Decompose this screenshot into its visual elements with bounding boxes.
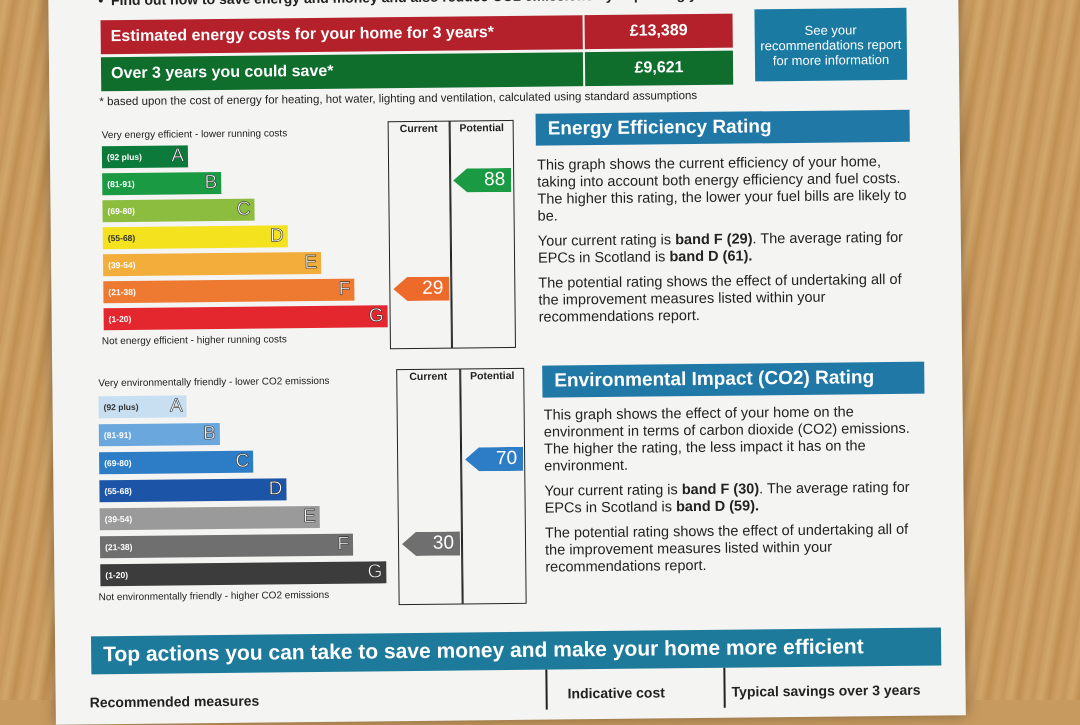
- estimated-cost-value: £13,389: [584, 13, 733, 50]
- band-letter: F: [338, 278, 351, 300]
- band-range-label: (39-54): [104, 513, 133, 525]
- band-letter: B: [203, 423, 217, 445]
- environment-bottom-label: Not environmentally friendly - higher CO…: [98, 589, 330, 604]
- see-recommendations-box: See your recommendations report for more…: [754, 7, 908, 82]
- energy-heading: Energy Efficiency Rating: [535, 109, 910, 146]
- band-range-label: (69-80): [107, 205, 135, 217]
- recommended-measures-header: Recommended measures: [89, 692, 260, 711]
- band-letter: G: [368, 305, 384, 327]
- table-divider-1: [545, 669, 548, 710]
- band-range-label: (92 plus): [106, 151, 142, 163]
- environment-para-1: This graph shows the effect of your home…: [543, 404, 910, 475]
- band-letter: B: [204, 172, 218, 194]
- energy-current-header: Current: [399, 122, 438, 136]
- environment-potential-column: [460, 367, 527, 605]
- potential-saving-value: £9,621: [584, 50, 734, 87]
- band-range-label: (1-20): [108, 313, 132, 325]
- energy-para-3: The potential rating shows the effect of…: [538, 271, 902, 326]
- band-f-bar: (21-38) F: [103, 278, 355, 304]
- band-range-label: (81-91): [103, 429, 132, 441]
- intro-line: • Find out how to save energy and money …: [98, 0, 760, 9]
- environment-para-3: The potential rating shows the effect of…: [544, 521, 909, 576]
- energy-bottom-label: Not energy efficient - higher running co…: [101, 334, 287, 348]
- estimated-cost-label: Estimated energy costs for your home for…: [100, 15, 583, 55]
- band-d-bar: (55-68) D: [102, 225, 288, 250]
- band-letter: E: [304, 251, 318, 274]
- band-letter: F: [337, 533, 350, 555]
- estimated-cost-row: Estimated energy costs for your home for…: [100, 13, 733, 55]
- epc-document-page: • Find out how to save energy and money …: [48, 0, 966, 725]
- band-b-bar: (81-91) B: [102, 172, 222, 196]
- band-range-label: (21-38): [104, 541, 133, 553]
- environment-potential-header: Potential: [470, 369, 515, 383]
- band-letter: D: [269, 225, 285, 247]
- band-letter: C: [236, 198, 251, 220]
- environment-current-column: [396, 368, 463, 606]
- band-e-bar: (39-54) E: [102, 251, 322, 277]
- environment-para-2: Your current rating is band F (30). The …: [544, 479, 910, 517]
- top-actions-banner: Top actions you can take to save money a…: [90, 627, 942, 675]
- band-c-bar: (69-80) C: [102, 198, 255, 223]
- band-range-label: (55-68): [107, 232, 136, 244]
- band-range-label: (1-20): [105, 569, 129, 581]
- band-letter: G: [367, 561, 383, 583]
- potential-saving-row: Over 3 years you could save* £9,621: [100, 50, 734, 92]
- cost-footnote: * based upon the cost of energy for heat…: [99, 89, 698, 109]
- energy-para-1: This graph shows the current efficiency …: [536, 154, 907, 225]
- band-b-bar: (81-91) B: [98, 423, 220, 447]
- table-divider-2: [723, 667, 726, 708]
- band-g-bar: (1-20) G: [103, 305, 388, 331]
- environment-current-header: Current: [409, 370, 448, 384]
- band-range-label: (39-54): [108, 259, 136, 271]
- band-c-bar: (69-80) C: [99, 450, 254, 475]
- typical-savings-header: Typical savings over 3 years: [731, 681, 921, 700]
- environment-top-label: Very environmentally friendly - lower CO…: [98, 375, 330, 390]
- band-a-bar: (92 plus) A: [98, 395, 187, 419]
- energy-top-label: Very energy efficient - lower running co…: [101, 128, 288, 142]
- band-letter: A: [169, 395, 183, 417]
- energy-potential-header: Potential: [459, 122, 504, 135]
- energy-description: This graph shows the current efficiency …: [537, 154, 911, 327]
- band-range-label: (69-80): [104, 457, 132, 469]
- energy-para-2: Your current rating is band F (29). The …: [537, 229, 904, 267]
- energy-current-column: [387, 120, 452, 350]
- potential-saving-label: Over 3 years you could save*: [100, 52, 584, 92]
- band-range-label: (81-91): [107, 178, 135, 190]
- band-range-label: (92 plus): [103, 401, 139, 413]
- band-f-bar: (21-38) F: [99, 533, 354, 559]
- band-letter: C: [235, 450, 250, 472]
- band-e-bar: (39-54) E: [99, 506, 320, 531]
- indicative-cost-header: Indicative cost: [567, 684, 665, 702]
- band-letter: D: [268, 478, 283, 500]
- band-letter: A: [171, 145, 185, 167]
- band-range-label: (21-38): [108, 286, 136, 298]
- band-a-bar: (92 plus) A: [101, 145, 189, 169]
- environment-description: This graph shows the effect of your home…: [544, 404, 926, 577]
- energy-rating-chart: Very energy efficient - lower running co…: [98, 119, 524, 352]
- band-range-label: (55-68): [104, 485, 132, 497]
- band-d-bar: (55-68) D: [99, 478, 287, 503]
- environment-rating-chart: Very environmentally friendly - lower CO…: [94, 367, 530, 609]
- environment-heading: Environmental Impact (CO2) Rating: [542, 361, 925, 398]
- energy-potential-column: [449, 119, 516, 349]
- band-g-bar: (1-20) G: [100, 561, 387, 587]
- band-letter: E: [302, 506, 317, 528]
